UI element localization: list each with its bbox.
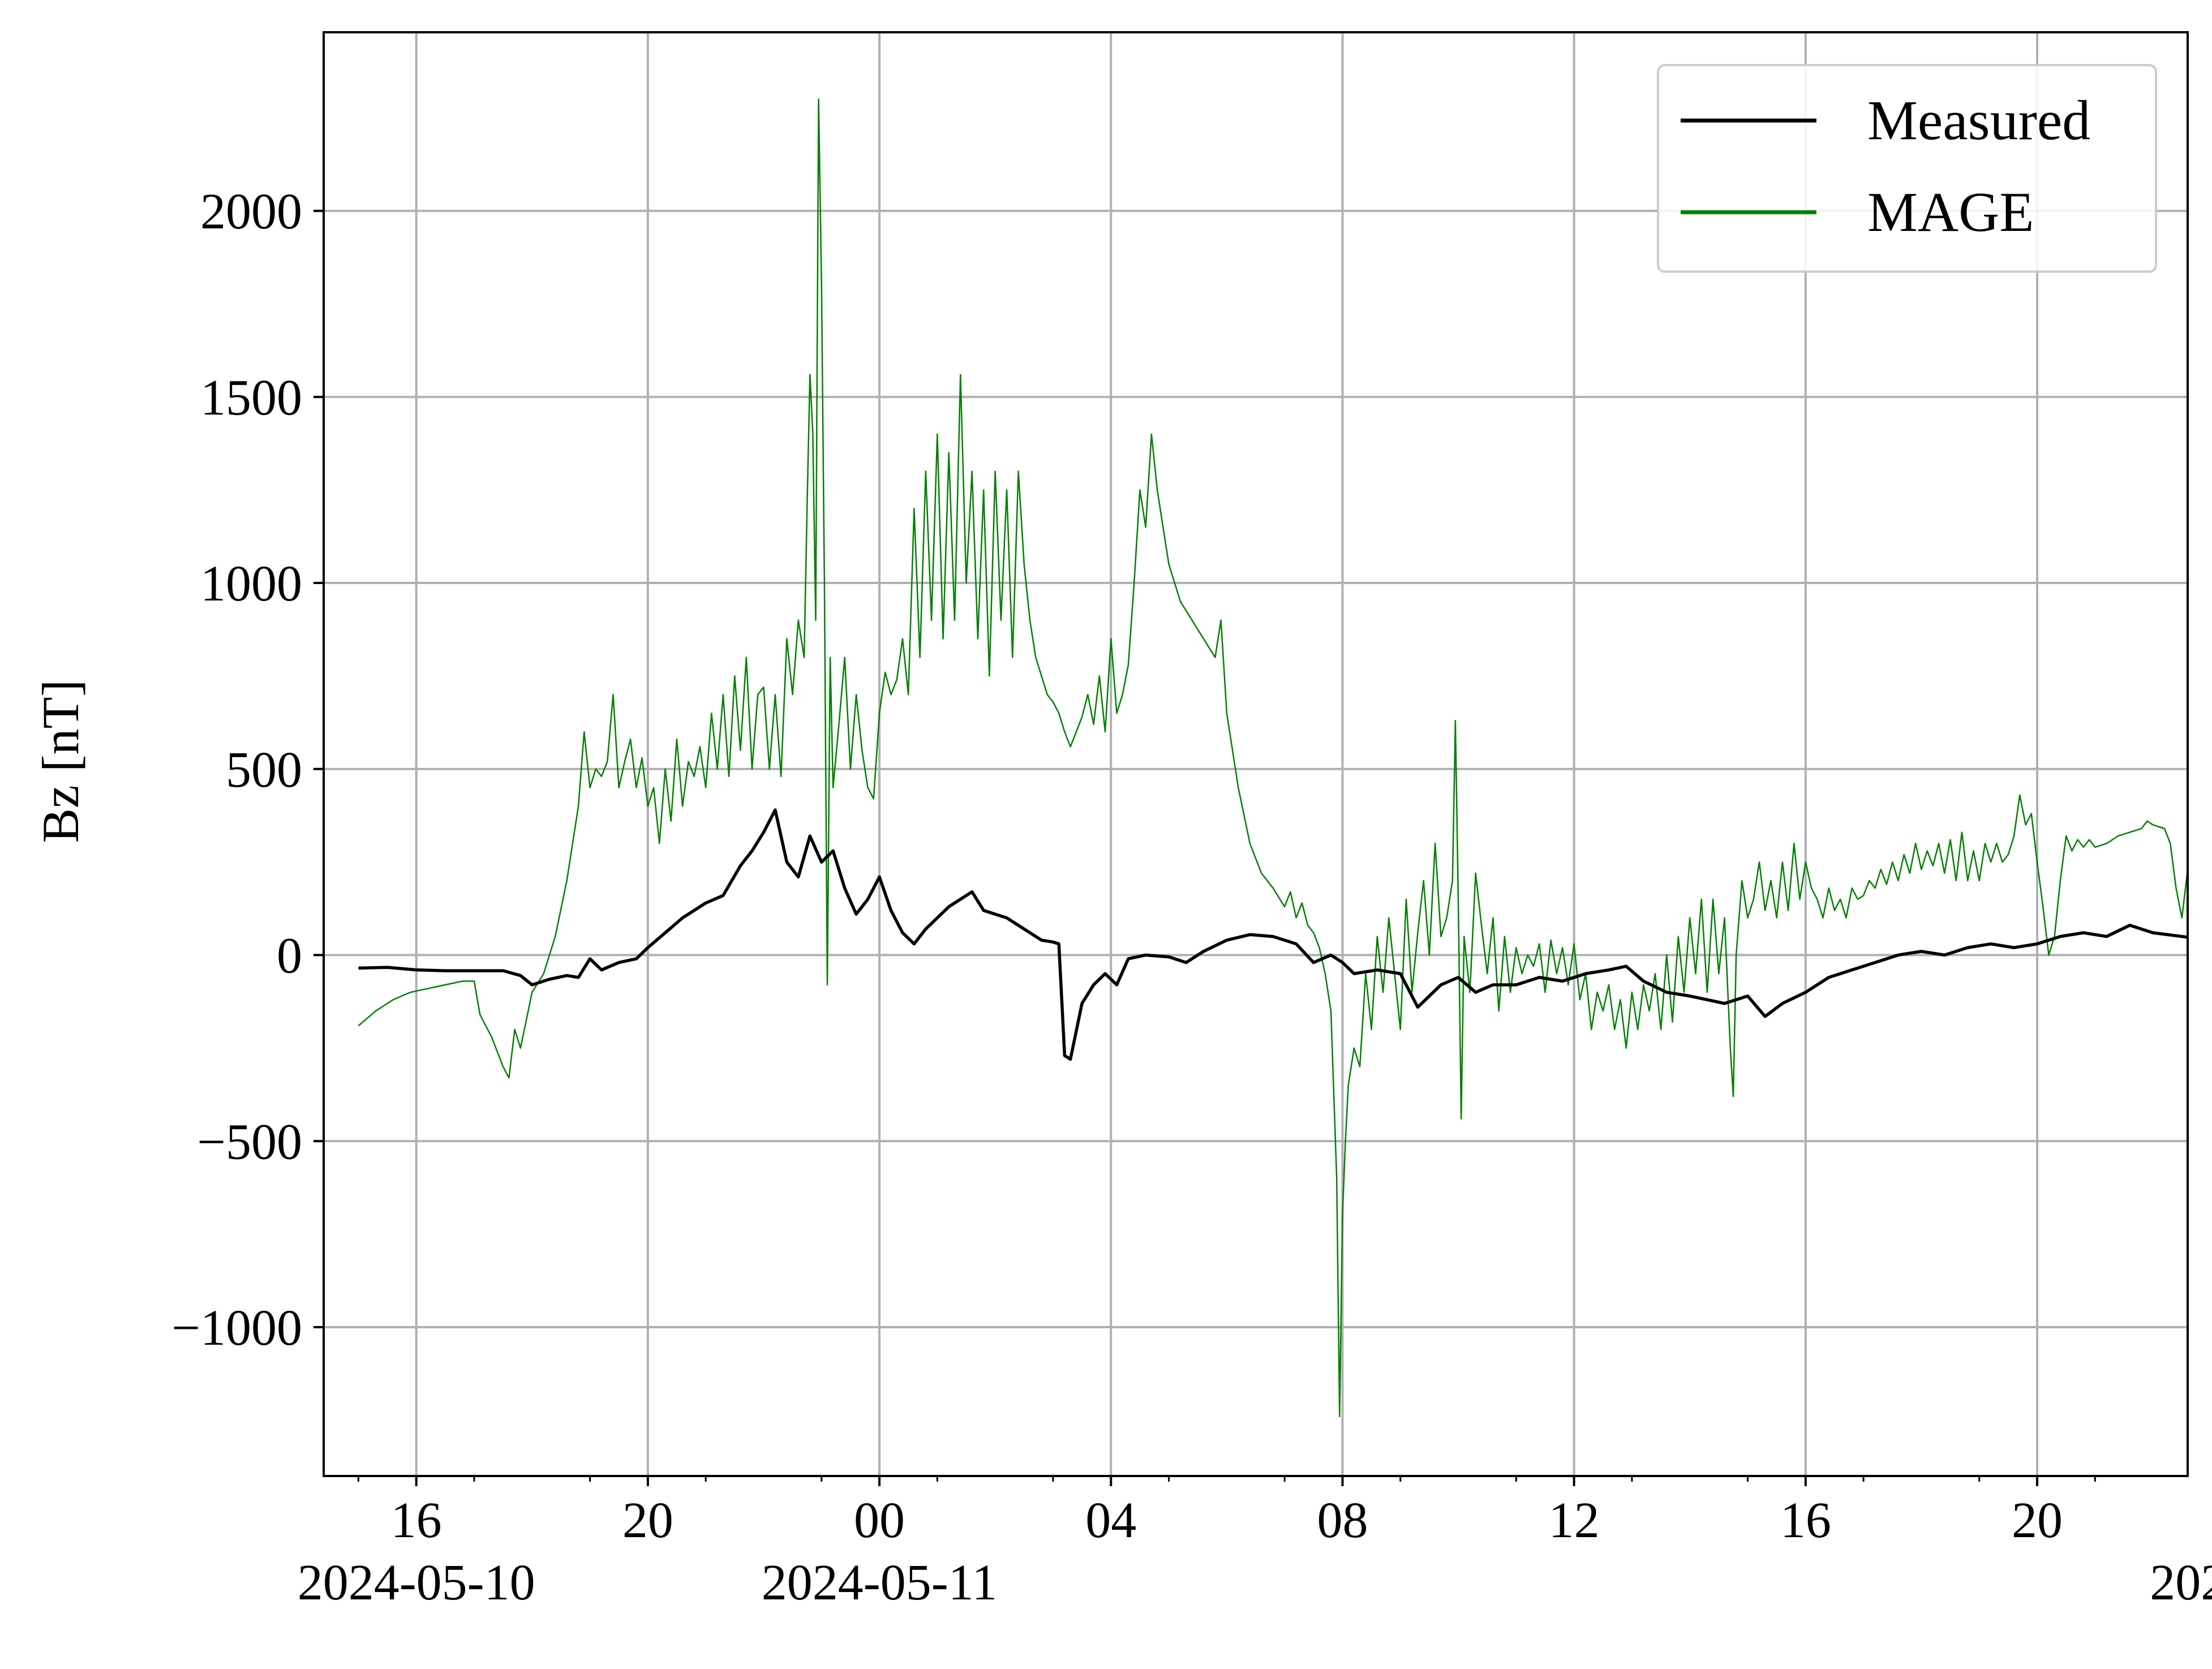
x-tick-label: 04 [1085,1492,1136,1548]
series-line-mage [358,98,2188,1418]
legend-label-mage: MAGE [1867,181,2034,243]
y-tick-label: 500 [226,742,302,798]
y-tick-label: −1000 [171,1300,302,1356]
legend-label-measured: Measured [1867,89,2090,152]
x-tick-label: 20 [2012,1492,2063,1548]
x-date-label: 2024-05-10 [298,1555,535,1611]
x-tick-label: 16 [391,1492,442,1548]
y-tick-label: 1500 [200,370,302,426]
x-tick-label: 12 [1549,1492,1600,1548]
x-tick-label: 20 [622,1492,673,1548]
x-tick-label: 00 [854,1492,905,1548]
legend-box [1657,64,2157,273]
y-tick-label: 2000 [200,184,302,240]
plot-area [358,98,2188,1418]
grid [324,32,2188,1476]
axes-ticks: 162000040812162000042024-05-102024-05-11… [171,31,2212,1611]
y-tick-label: −500 [197,1114,302,1170]
x-tick-label: 08 [1317,1492,1368,1548]
y-tick-label: 1000 [200,556,302,612]
series-line-measured [358,808,2188,1061]
x-tick-label: 16 [1780,1492,1831,1548]
legend: Measured MAGE [1657,64,2157,273]
x-date-label: 2024-05-12 [2150,1555,2212,1611]
y-axis-label: Bz [nT] [32,680,89,843]
x-date-label: 2024-05-11 [762,1555,998,1611]
axes-frame [323,31,2189,1477]
y-tick-label: 0 [277,928,302,984]
